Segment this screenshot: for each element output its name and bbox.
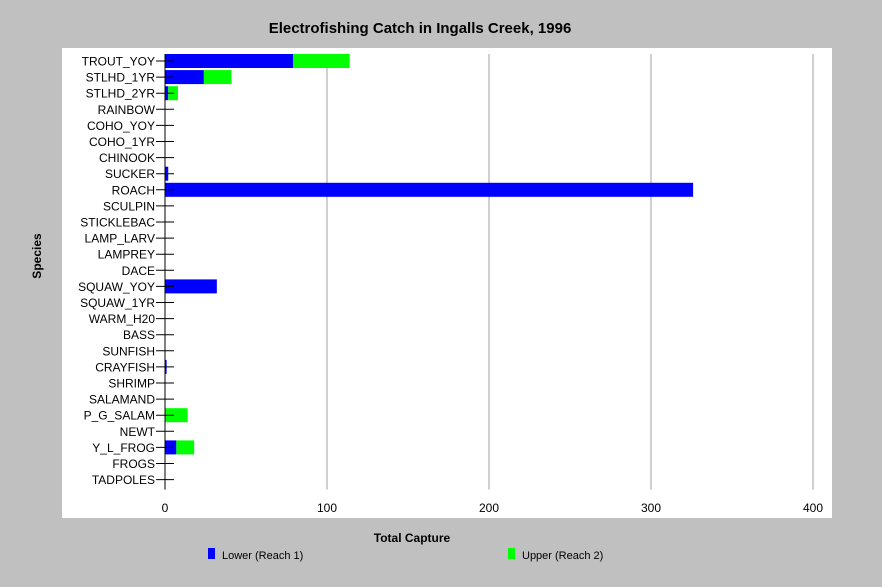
y-tick-label: STICKLEBAC bbox=[80, 216, 155, 230]
x-tick-label: 300 bbox=[641, 501, 661, 515]
x-tick-label: 0 bbox=[162, 501, 169, 515]
chart-title: Electrofishing Catch in Ingalls Creek, 1… bbox=[269, 20, 572, 37]
legend: Lower (Reach 1) Upper (Reach 2) bbox=[208, 548, 603, 562]
y-tick-label: SALAMAND bbox=[89, 393, 155, 407]
y-tick-label: CRAYFISH bbox=[95, 360, 155, 374]
y-tick-label: SUNFISH bbox=[102, 344, 155, 358]
y-axis-label: Species bbox=[30, 233, 44, 279]
y-tick-label: FROGS bbox=[112, 457, 155, 471]
y-tick-label: TADPOLES bbox=[92, 473, 155, 487]
y-tick-label: LAMPREY bbox=[98, 248, 155, 262]
grid-lines bbox=[326, 54, 814, 490]
bar-lower-stlhd_1yr bbox=[165, 70, 204, 85]
bar-lower-trout_yoy bbox=[165, 54, 293, 68]
y-tick-label: CHINOOK bbox=[99, 151, 155, 165]
y-tick-label: DACE bbox=[122, 264, 155, 278]
y-tick-label: NEWT bbox=[120, 425, 156, 439]
y-tick-label: P_G_SALAM bbox=[84, 409, 155, 423]
y-tick-label: TROUT_YOY bbox=[82, 55, 155, 69]
bar-lower-roach bbox=[165, 182, 694, 197]
y-tick-label: SCULPIN bbox=[103, 199, 155, 213]
x-ticks: 0 100 200 300 400 bbox=[162, 501, 824, 515]
legend-swatch bbox=[208, 548, 215, 559]
y-tick-label: WARM_H20 bbox=[89, 312, 156, 326]
x-tick-label: 200 bbox=[479, 501, 499, 515]
y-tick-label: LAMP_LARV bbox=[85, 232, 155, 246]
y-tick-label: SHRIMP bbox=[108, 377, 155, 391]
bar-upper-stlhd_1yr bbox=[203, 70, 232, 85]
bar-upper-y_l_frog bbox=[176, 440, 195, 455]
y-tick-label: RAINBOW bbox=[98, 103, 156, 117]
legend-item: Upper (Reach 2) bbox=[508, 548, 603, 562]
y-tick-label: BASS bbox=[123, 328, 155, 342]
legend-label: Upper (Reach 2) bbox=[522, 550, 603, 562]
y-tick-label: SUCKER bbox=[105, 167, 155, 181]
legend-swatch bbox=[508, 548, 515, 559]
y-tick-label: STLHD_2YR bbox=[86, 87, 156, 101]
y-ticks: TROUT_YOY STLHD_1YR STLHD_2YR RAINBOW COHO_Y… bbox=[78, 54, 174, 490]
x-axis-label: Total Capture bbox=[374, 531, 451, 545]
y-tick-label: STLHD_1YR bbox=[86, 71, 156, 85]
y-tick-label: COHO_YOY bbox=[87, 119, 155, 133]
x-tick-label: 100 bbox=[317, 501, 337, 515]
y-tick-label: ROACH bbox=[112, 183, 155, 197]
y-tick-label: COHO_1YR bbox=[89, 135, 155, 149]
bar-upper-p_g_salam bbox=[165, 408, 188, 423]
bar-lower-squaw_yoy bbox=[165, 279, 217, 294]
y-tick-label: SQUAW_YOY bbox=[78, 280, 155, 294]
y-tick-label: SQUAW_1YR bbox=[80, 296, 155, 310]
bar-upper-trout_yoy bbox=[292, 54, 350, 68]
y-tick-label: Y_L_FROG bbox=[92, 441, 155, 455]
x-tick-label: 400 bbox=[803, 501, 823, 515]
legend-item: Lower (Reach 1) bbox=[208, 548, 303, 562]
legend-label: Lower (Reach 1) bbox=[222, 550, 303, 562]
